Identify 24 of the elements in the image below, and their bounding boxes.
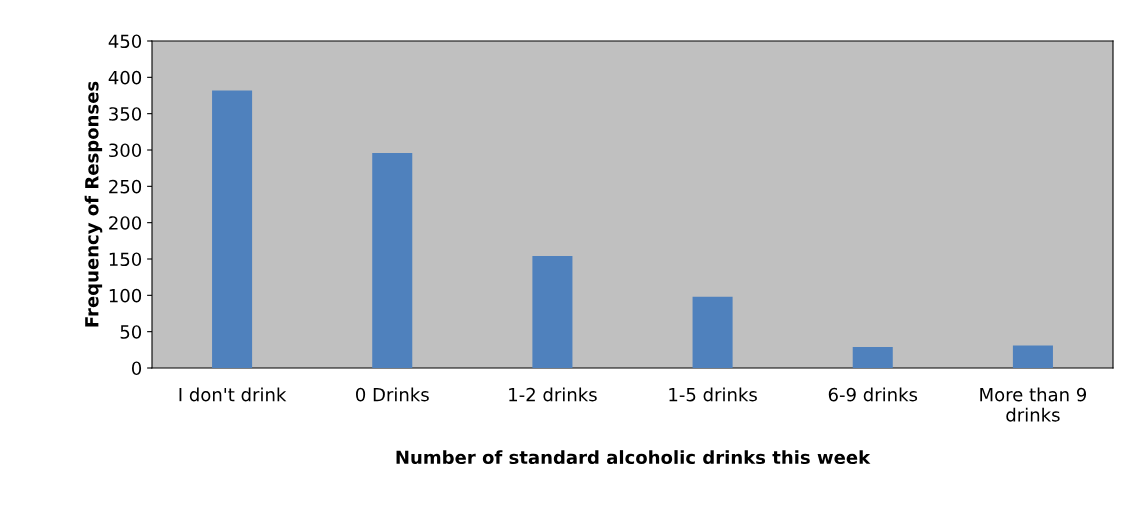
y-tick-label: 50 [120,325,142,339]
x-tick-label: 0 Drinks [356,387,429,402]
x-axis-title: Number of standard alcoholic drinks this week [396,450,871,465]
x-tick-label: 6-9 drinks [828,387,918,402]
y-tick-label: 400 [108,70,142,85]
x-tick-label: More than 9 drinks [980,387,1087,422]
y-tick-label: 100 [109,288,142,303]
y-tick-label: 250 [109,179,142,194]
bar [692,296,733,368]
x-tick-label: 1-2 drinks [509,387,597,402]
y-tick-label: 300 [109,143,142,158]
y-tick-label: 150 [109,252,142,267]
y-tick-label: 0 [131,361,142,376]
bar [852,346,893,368]
y-axis-title: Frequency of Responses [84,81,103,327]
x-tick-label: 1-5 drinks [669,387,757,402]
bar [1012,345,1053,368]
bar [372,152,413,368]
y-tick-label: 450 [108,34,142,49]
bar [212,90,253,368]
x-tick-label: I don't drink [179,387,287,402]
y-tick-label: 350 [109,107,142,121]
y-tick-label: 200 [109,216,142,230]
bar [532,256,573,368]
